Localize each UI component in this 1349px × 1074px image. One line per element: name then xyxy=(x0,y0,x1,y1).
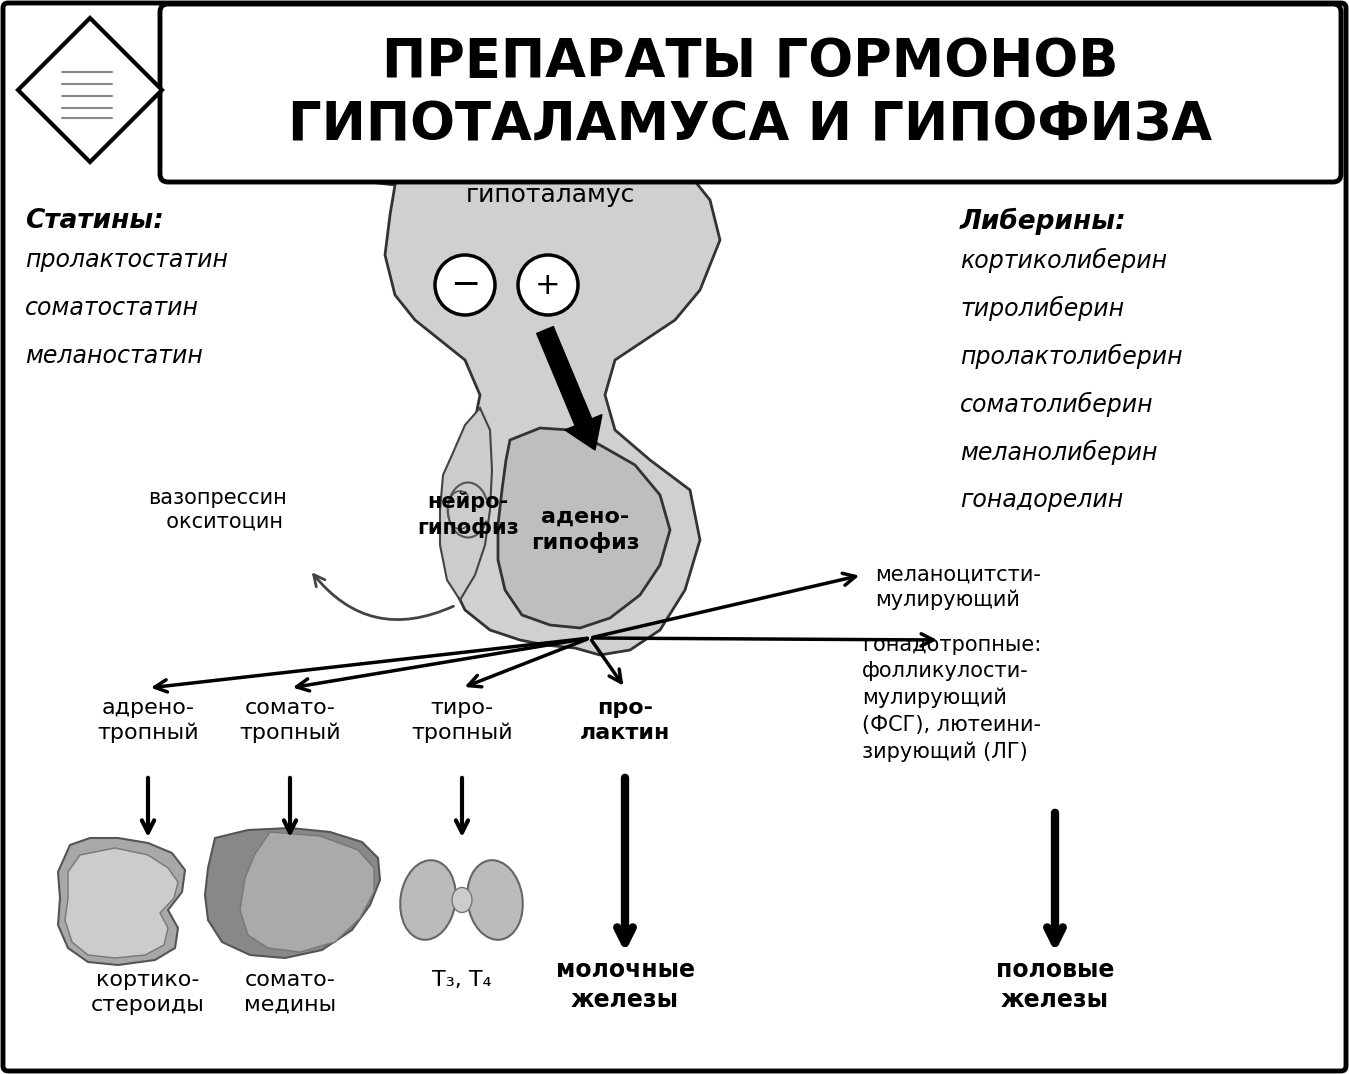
Text: соматостатин: соматостатин xyxy=(26,296,200,320)
Text: пролактолиберин: пролактолиберин xyxy=(960,344,1183,369)
Text: −: − xyxy=(449,268,480,302)
Ellipse shape xyxy=(401,860,456,940)
Polygon shape xyxy=(58,838,185,966)
Text: адено-
гипофиз: адено- гипофиз xyxy=(530,507,639,553)
Polygon shape xyxy=(498,429,670,628)
Text: Статины:: Статины: xyxy=(26,208,163,234)
Text: нейро-
гипофиз: нейро- гипофиз xyxy=(417,492,519,538)
Text: молочные
железы: молочные железы xyxy=(556,958,695,1012)
Text: меланостатин: меланостатин xyxy=(26,344,202,368)
Ellipse shape xyxy=(467,860,523,940)
Text: Т₃, Т₄: Т₃, Т₄ xyxy=(432,970,492,990)
Polygon shape xyxy=(440,408,492,600)
Text: сомато-
тропный: сомато- тропный xyxy=(239,698,341,743)
Text: про-
лактин: про- лактин xyxy=(580,698,670,743)
Text: меланоцитсти-
мулирующий: меланоцитсти- мулирующий xyxy=(876,565,1041,610)
Text: гипоталамус: гипоталамус xyxy=(465,183,634,207)
Text: +: + xyxy=(536,271,561,300)
Text: соматолиберин: соматолиберин xyxy=(960,392,1153,417)
Text: адрено-
тропный: адрено- тропный xyxy=(97,698,198,743)
Text: кортиколиберин: кортиколиберин xyxy=(960,248,1167,273)
Polygon shape xyxy=(240,832,374,952)
Polygon shape xyxy=(65,848,178,958)
Text: гонадорелин: гонадорелин xyxy=(960,488,1124,512)
FancyArrow shape xyxy=(537,326,602,450)
Text: меланолиберин: меланолиберин xyxy=(960,440,1157,465)
Polygon shape xyxy=(310,175,720,655)
Text: тиро-
тропный: тиро- тропный xyxy=(411,698,513,743)
FancyBboxPatch shape xyxy=(3,3,1346,1071)
FancyBboxPatch shape xyxy=(161,4,1341,182)
Text: тиролиберин: тиролиберин xyxy=(960,296,1124,321)
Text: пролактостатин: пролактостатин xyxy=(26,248,228,272)
Text: ГИПОТАЛАМУСА И ГИПОФИЗА: ГИПОТАЛАМУСА И ГИПОФИЗА xyxy=(287,99,1211,151)
FancyArrowPatch shape xyxy=(314,575,453,620)
Circle shape xyxy=(434,255,495,315)
Text: сомато-
медины: сомато- медины xyxy=(244,970,336,1015)
Text: гонадотропные:
фолликулости-
мулирующий
(ФСГ), лютеини-
зирующий (ЛГ): гонадотропные: фолликулости- мулирующий … xyxy=(862,635,1041,761)
Text: ПРЕПАРАТЫ ГОРМОНОВ: ПРЕПАРАТЫ ГОРМОНОВ xyxy=(382,37,1118,88)
Ellipse shape xyxy=(452,887,472,913)
Polygon shape xyxy=(205,828,380,958)
Text: кортико-
стероиды: кортико- стероиды xyxy=(92,970,205,1015)
Text: вазопрессин
  окситоцин: вазопрессин окситоцин xyxy=(148,489,287,532)
Polygon shape xyxy=(18,18,162,162)
Text: Либерины:: Либерины: xyxy=(960,208,1126,235)
Circle shape xyxy=(518,255,577,315)
Text: половые
железы: половые железы xyxy=(996,958,1114,1012)
